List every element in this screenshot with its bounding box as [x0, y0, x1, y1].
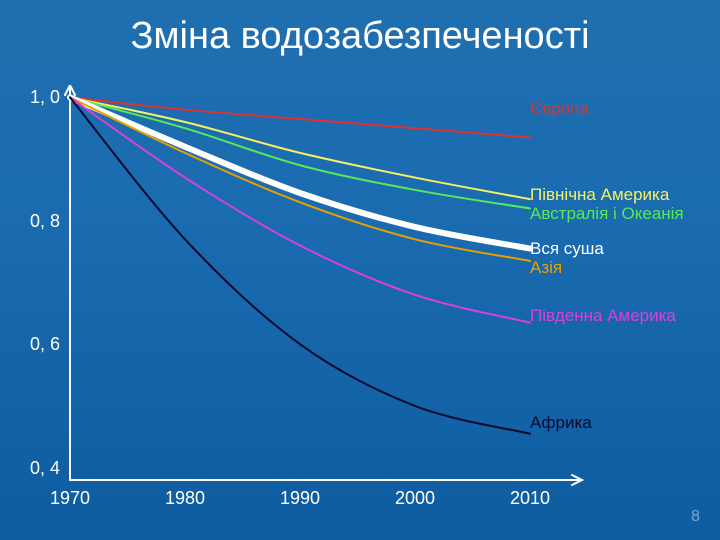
- xtick: 2010: [500, 488, 560, 509]
- series-label: Північна Америка: [530, 185, 669, 205]
- series-Вся суша: [70, 97, 530, 248]
- xtick: 1970: [40, 488, 100, 509]
- series-label: Африка: [530, 413, 592, 433]
- ytick: 0, 4: [20, 458, 60, 479]
- line-chart: [25, 85, 595, 505]
- ytick: 1, 0: [20, 87, 60, 108]
- series-label: Азія: [530, 258, 562, 278]
- series-label: Південна Америка: [530, 306, 676, 326]
- series-label: Вся суша: [530, 239, 604, 259]
- page-title: Зміна водозабезпеченості: [0, 15, 720, 58]
- series-label: Австралія і Океанія: [530, 204, 684, 224]
- xtick: 1990: [270, 488, 330, 509]
- xtick: 2000: [385, 488, 445, 509]
- series-Африка: [70, 97, 530, 433]
- ytick: 0, 6: [20, 334, 60, 355]
- xtick: 1980: [155, 488, 215, 509]
- series-label: Європа: [530, 99, 589, 119]
- page-number: 8: [691, 508, 700, 526]
- ytick: 0, 8: [20, 211, 60, 232]
